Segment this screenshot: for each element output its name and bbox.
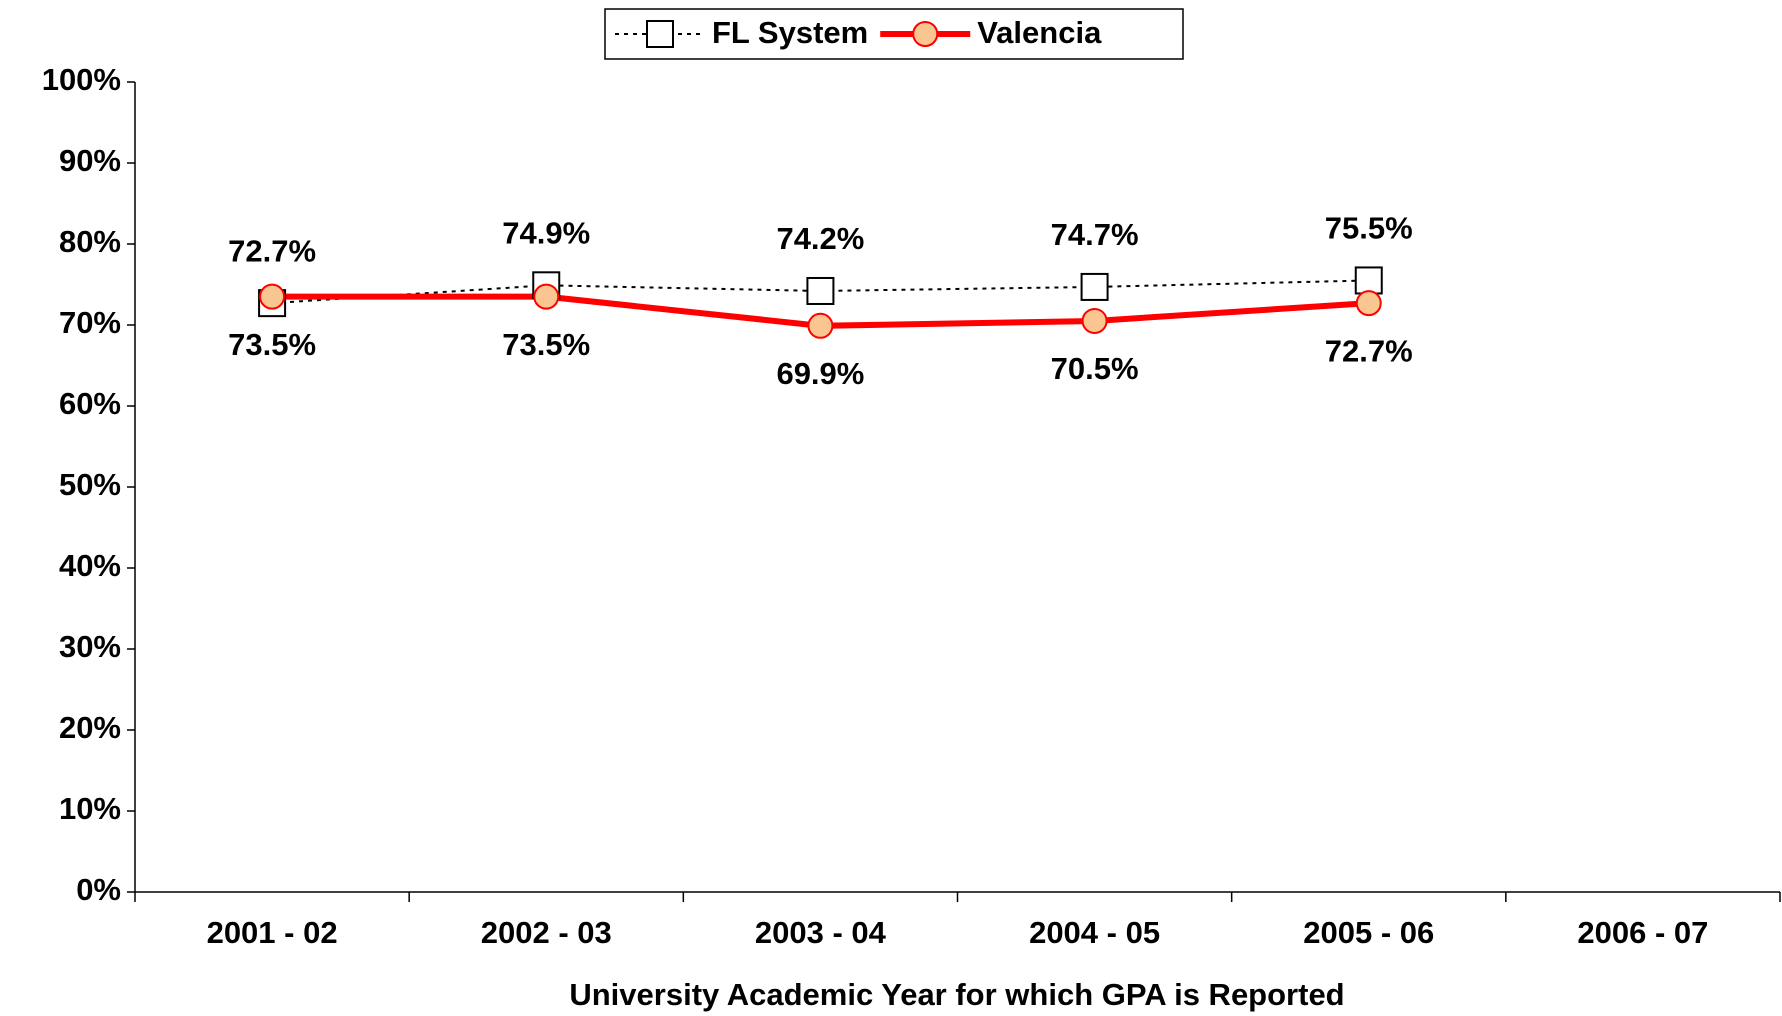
y-tick-label: 80% <box>59 224 121 259</box>
data-label: 69.9% <box>776 356 864 391</box>
y-tick-label: 100% <box>42 62 121 97</box>
y-tick-label: 60% <box>59 386 121 421</box>
marker <box>1355 290 1382 317</box>
y-tick-label: 50% <box>59 467 121 502</box>
y-tick-label: 40% <box>59 548 121 583</box>
data-label: 70.5% <box>1051 351 1139 386</box>
series-line <box>272 279 1369 305</box>
marker <box>1080 272 1109 301</box>
y-tick-label: 70% <box>59 305 121 340</box>
x-tick-label: 2002 - 03 <box>481 915 612 950</box>
x-tick-label: 2005 - 06 <box>1303 915 1434 950</box>
data-label: 72.7% <box>228 233 316 268</box>
data-label: 73.5% <box>228 327 316 362</box>
data-label: 74.2% <box>776 221 864 256</box>
y-tick-label: 30% <box>59 629 121 664</box>
y-tick-label: 0% <box>76 872 121 907</box>
x-tick-label: 2006 - 07 <box>1577 915 1708 950</box>
y-tick-label: 20% <box>59 710 121 745</box>
x-tick-label: 2003 - 04 <box>755 915 887 950</box>
data-label: 75.5% <box>1325 211 1413 246</box>
marker <box>646 20 674 48</box>
legend-label: FL System <box>712 15 868 50</box>
marker <box>806 276 835 305</box>
marker <box>807 312 834 339</box>
marker <box>533 283 560 310</box>
y-tick-label: 90% <box>59 143 121 178</box>
marker <box>1354 266 1383 295</box>
x-tick-label: 2004 - 05 <box>1029 915 1160 950</box>
marker <box>1081 307 1108 334</box>
data-label: 74.9% <box>502 215 590 250</box>
marker <box>912 21 939 47</box>
x-axis-label: University Academic Year for which GPA i… <box>569 977 1344 1012</box>
data-label: 73.5% <box>502 327 590 362</box>
data-label: 74.7% <box>1051 217 1139 252</box>
y-tick-label: 10% <box>59 791 121 826</box>
legend-label: Valencia <box>977 15 1102 50</box>
marker <box>259 283 286 310</box>
data-label: 72.7% <box>1325 333 1413 368</box>
x-tick-label: 2001 - 02 <box>207 915 338 950</box>
